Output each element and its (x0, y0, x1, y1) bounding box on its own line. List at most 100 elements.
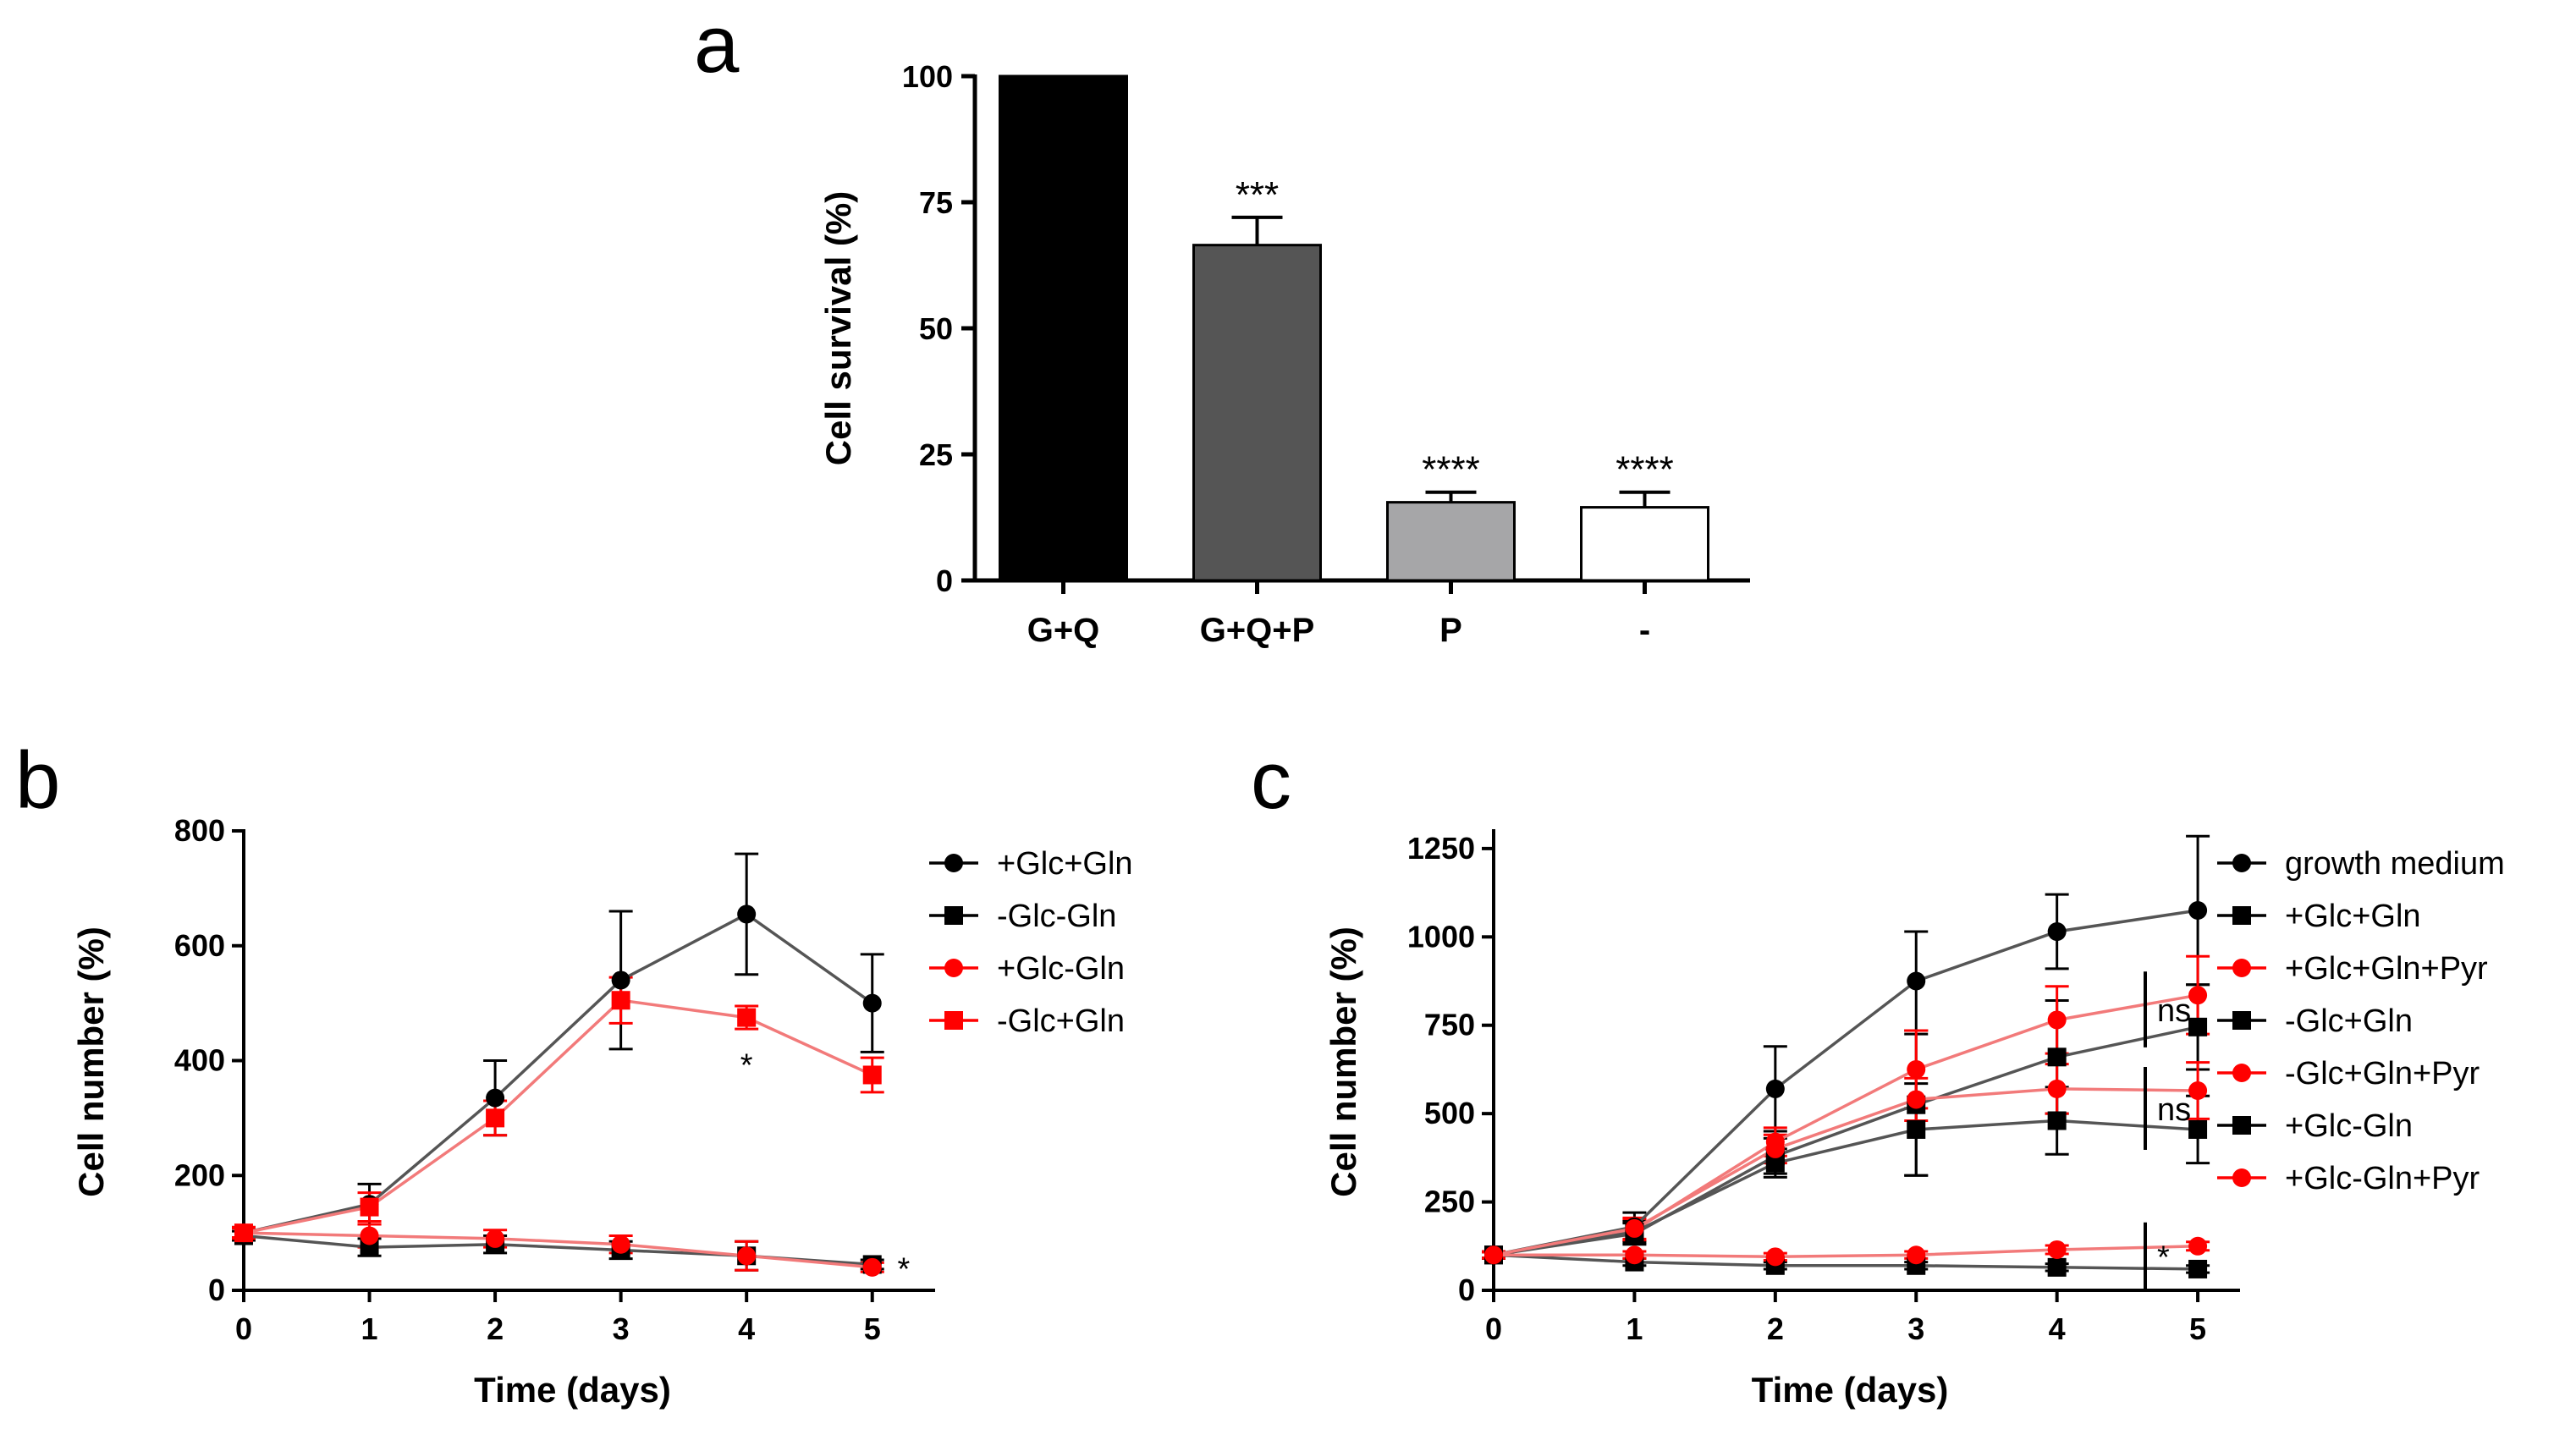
significance-stars: *** (1236, 174, 1279, 216)
x-tick-label: 1 (361, 1311, 378, 1346)
y-axis-title: Cell number (%) (1324, 926, 1363, 1197)
data-point (611, 991, 630, 1010)
x-tick-label: 3 (1907, 1311, 1924, 1346)
series-line-1 (243, 912, 873, 1234)
data-point (2188, 1259, 2208, 1278)
data-point (2047, 1111, 2067, 1130)
x-tick-label: 1 (1626, 1311, 1643, 1346)
panel-label-b: b (15, 735, 60, 826)
x-category-label: - (1639, 612, 1650, 649)
legend-label: +Glc+Gln+Pyr (2285, 951, 2488, 987)
significance-label: ns (2157, 1092, 2191, 1128)
data-point (1907, 1119, 1926, 1139)
data-point (611, 970, 630, 990)
data-point (1484, 1245, 1503, 1265)
legend-marker (944, 854, 963, 872)
significance-stars: **** (1616, 449, 1674, 491)
data-point (1907, 971, 1926, 991)
data-point (1907, 1059, 1926, 1079)
data-point (2188, 1017, 2208, 1036)
legend-label: +Glc+Gln (997, 846, 1133, 882)
bar-2 (1192, 244, 1322, 582)
x-axis-title: Time (days) (1752, 1370, 1949, 1410)
data-point (486, 1108, 505, 1128)
bar-1 (999, 74, 1128, 582)
legend-marker (944, 959, 963, 977)
series-line-2 (1493, 1025, 2199, 1256)
data-point (2188, 1081, 2208, 1101)
significance-star: * (740, 1048, 753, 1084)
x-category-label: G+Q+P (1200, 612, 1315, 649)
significance-stars: **** (1422, 449, 1480, 491)
legend-marker (2232, 1011, 2251, 1030)
bar-3 (1386, 501, 1516, 582)
series-line-5 (1493, 1087, 2199, 1256)
series-line-7 (1494, 1245, 2199, 1259)
data-point (2188, 986, 2208, 1005)
legend-marker (2232, 1168, 2251, 1187)
y-tick-label: 800 (174, 813, 225, 848)
legend-marker (944, 1011, 963, 1030)
panel-label-c: c (1251, 735, 1291, 826)
x-category-label: P (1439, 612, 1462, 649)
y-axis-title: Cell number (%) (71, 926, 111, 1197)
y-tick-label: 25 (919, 437, 953, 472)
data-point (2188, 900, 2208, 920)
x-tick-label: 0 (1485, 1311, 1502, 1346)
data-point (737, 904, 757, 924)
y-tick-label: 0 (1458, 1273, 1475, 1307)
data-point (1625, 1218, 1644, 1238)
series-line-3 (243, 1231, 872, 1269)
data-point (2047, 1079, 2067, 1098)
data-point (737, 1008, 757, 1027)
y-tick-label: 250 (1424, 1185, 1475, 1219)
significance-star: * (897, 1251, 910, 1287)
y-tick-label: 400 (174, 1043, 225, 1078)
data-point (862, 993, 882, 1013)
series-line-4 (1493, 1119, 2199, 1256)
data-point (234, 1223, 253, 1243)
data-point (2047, 1240, 2067, 1259)
panel-c-line-chart: 0 250 500 750 1000 1250 0 1 2 3 4 5 Time (days) Cell … (1324, 829, 2505, 1410)
series-line-1 (1493, 909, 2199, 1256)
panel-b-line-chart: 0 200 400 600 800 0 1 2 3 4 5 Time (days) Cell numbe… (71, 813, 1133, 1410)
data-point (1625, 1245, 1644, 1265)
data-point (862, 1257, 882, 1277)
data-point (486, 1229, 505, 1248)
data-point (2188, 1236, 2208, 1256)
data-point (1765, 1247, 1785, 1267)
y-tick-label: 1000 (1407, 919, 1475, 954)
series-line-4 (243, 998, 873, 1234)
legend-label: -Glc+Gln (997, 1003, 1125, 1039)
series-line-6 (1493, 1253, 2199, 1271)
bar-4 (1580, 506, 1709, 582)
legend-marker (2232, 854, 2251, 872)
legend-marker (2232, 959, 2251, 977)
y-tick-label: 0 (936, 564, 953, 598)
significance-label: ns (2157, 993, 2191, 1029)
x-tick-label: 3 (613, 1311, 630, 1346)
x-tick-label: 4 (738, 1311, 755, 1346)
data-point (486, 1088, 505, 1108)
data-point (2047, 1010, 2067, 1030)
y-tick-label: 200 (174, 1157, 225, 1192)
data-point (1765, 1153, 1785, 1173)
y-tick-label: 0 (208, 1273, 225, 1307)
data-point (1907, 1245, 1926, 1265)
legend-marker (2232, 1116, 2251, 1135)
x-axis-title: Time (days) (474, 1370, 671, 1410)
y-tick-label: 1250 (1407, 831, 1475, 866)
legend-label: -Glc+Gln (2285, 1003, 2413, 1039)
y-tick-label: 50 (919, 311, 953, 346)
data-point (2047, 1257, 2067, 1277)
data-point (862, 1065, 882, 1085)
data-point (1765, 1139, 1785, 1158)
x-tick-label: 5 (864, 1311, 881, 1346)
y-tick-label: 75 (919, 185, 953, 220)
legend-label: +Glc-Gln+Pyr (2285, 1161, 2480, 1196)
significance-label: * (2157, 1240, 2170, 1275)
panel-a-bar-chart: 0 25 50 75 100 Cell survival (%) G+Q G+Q+P *** P *… (818, 59, 1750, 649)
legend-marker (944, 906, 963, 925)
legend-label: +Glc-Gln (997, 951, 1125, 987)
